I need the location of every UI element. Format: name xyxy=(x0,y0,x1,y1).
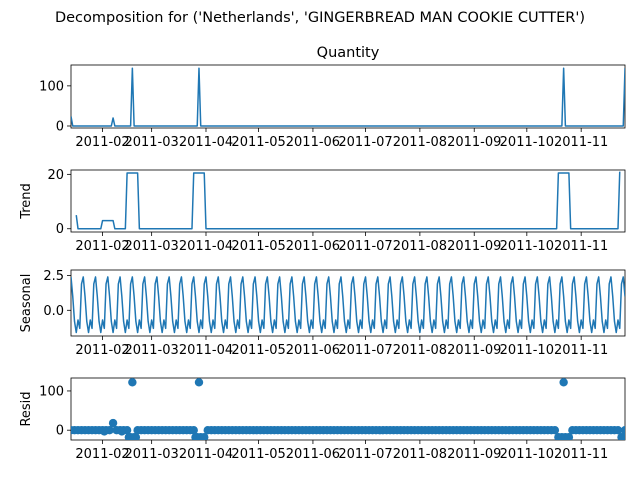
y-tick-label: 100 xyxy=(39,384,64,399)
resid-point xyxy=(620,425,625,435)
x-tick-label: 2011-03 xyxy=(124,447,178,462)
y-tick-label: 2.5 xyxy=(43,269,64,284)
resid-point xyxy=(200,433,209,440)
y-axis-label: Trend xyxy=(19,183,34,220)
x-tick-label: 2011-02 xyxy=(75,343,129,358)
resid-point xyxy=(564,433,574,440)
x-tick-label: 2011-11 xyxy=(554,135,608,150)
y-tick-label: 0 xyxy=(56,424,64,439)
y-tick-label: 0.0 xyxy=(43,304,64,319)
panel-frame-quantity xyxy=(70,64,626,129)
x-tick-label: 2011-04 xyxy=(179,135,233,150)
x-tick-label: 2011-05 xyxy=(231,343,285,358)
resid-point xyxy=(194,378,204,387)
resid-point xyxy=(108,418,118,428)
x-tick-label: 2011-09 xyxy=(447,447,501,462)
y-tick-label: 0 xyxy=(56,222,64,237)
x-tick-label: 2011-10 xyxy=(500,447,554,462)
x-tick-label: 2011-02 xyxy=(75,239,129,254)
resid-point xyxy=(189,425,198,435)
x-tick-label: 2011-06 xyxy=(286,239,340,254)
x-tick-label: 2011-04 xyxy=(179,239,233,254)
x-tick-label: 2011-03 xyxy=(124,343,178,358)
x-tick-label: 2011-09 xyxy=(447,135,501,150)
y-tick-label: 0 xyxy=(56,119,64,134)
x-tick-label: 2011-11 xyxy=(554,239,608,254)
resid-point xyxy=(117,427,127,436)
series-line-seasonal xyxy=(71,276,625,334)
x-tick-label: 2011-08 xyxy=(393,239,447,254)
x-tick-label: 2011-06 xyxy=(286,447,340,462)
y-tick-label: 20 xyxy=(47,168,64,183)
series-line-trend xyxy=(75,171,621,230)
x-tick-label: 2011-02 xyxy=(75,135,129,150)
y-axis-label: Resid xyxy=(19,391,34,426)
x-tick-label: 2011-07 xyxy=(338,343,392,358)
x-tick-label: 2011-11 xyxy=(554,447,608,462)
x-tick-label: 2011-07 xyxy=(338,135,392,150)
plot-area-seasonal xyxy=(71,276,625,334)
x-tick-label: 2011-11 xyxy=(554,343,608,358)
x-tick-label: 2011-04 xyxy=(179,343,233,358)
y-tick-label: 100 xyxy=(39,79,64,94)
x-tick-label: 2011-03 xyxy=(124,239,178,254)
panel-title: Quantity xyxy=(317,45,380,61)
figure-suptitle: Decomposition for ('Netherlands', 'GINGE… xyxy=(55,10,585,26)
resid-point xyxy=(100,427,109,436)
x-tick-label: 2011-05 xyxy=(231,239,285,254)
x-tick-label: 2011-10 xyxy=(500,239,554,254)
panel-frame-trend xyxy=(70,169,626,233)
x-tick-label: 2011-02 xyxy=(75,447,129,462)
x-tick-label: 2011-05 xyxy=(231,135,285,150)
x-tick-label: 2011-09 xyxy=(447,343,501,358)
plot-area-resid xyxy=(71,378,625,440)
x-tick-label: 2011-10 xyxy=(500,135,554,150)
resid-point xyxy=(559,378,568,387)
x-tick-label: 2011-09 xyxy=(447,239,501,254)
x-tick-label: 2011-08 xyxy=(393,447,447,462)
x-tick-label: 2011-08 xyxy=(393,343,447,358)
resid-point xyxy=(131,433,141,440)
panel-frame-seasonal xyxy=(70,269,626,337)
x-tick-label: 2011-06 xyxy=(286,135,340,150)
series-line-quantity xyxy=(71,67,625,127)
x-tick-label: 2011-07 xyxy=(338,239,392,254)
x-tick-label: 2011-06 xyxy=(286,343,340,358)
x-tick-label: 2011-07 xyxy=(338,447,392,462)
x-tick-label: 2011-03 xyxy=(124,135,178,150)
resid-point xyxy=(128,378,137,387)
y-axis-label: Seasonal xyxy=(19,274,34,333)
plot-area-trend xyxy=(75,171,621,230)
resid-point xyxy=(613,425,623,435)
x-tick-label: 2011-08 xyxy=(393,135,447,150)
resid-point xyxy=(619,433,625,440)
panel-frame-resid xyxy=(70,377,626,441)
x-tick-label: 2011-05 xyxy=(231,447,285,462)
resid-point xyxy=(550,425,560,435)
x-tick-label: 2011-10 xyxy=(500,343,554,358)
plot-area-quantity xyxy=(71,67,625,127)
x-tick-label: 2011-04 xyxy=(179,447,233,462)
